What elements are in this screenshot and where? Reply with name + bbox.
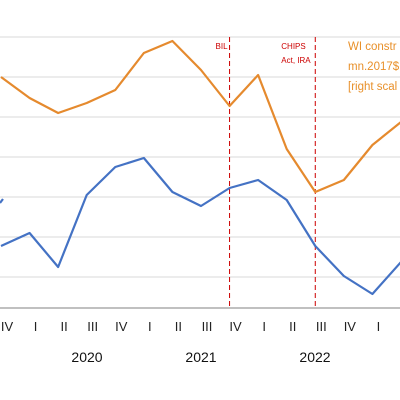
x-tick-label: I bbox=[262, 319, 266, 334]
x-tick-label: II bbox=[61, 319, 68, 334]
year-label: 2021 bbox=[185, 349, 216, 365]
event-markers: BIL CHIPS Act, IRA bbox=[216, 37, 316, 308]
x-tick-labels: IVIIIIIIIVIIIIIIIVIIIIIIIVIII bbox=[1, 319, 381, 334]
x-tick-label: IV bbox=[229, 319, 242, 334]
annotation-line: [right scal bbox=[348, 81, 397, 93]
right-scale-annotation: WI constr mn.2017$ [right scal bbox=[348, 41, 400, 93]
event-label: CHIPS bbox=[281, 42, 305, 51]
series-stub bbox=[0, 198, 4, 204]
x-tick-label: IV bbox=[1, 319, 14, 334]
series-line-blue bbox=[0, 156, 400, 296]
x-tick-label: I bbox=[148, 319, 152, 334]
x-tick-label: III bbox=[316, 319, 327, 334]
annotation-line: mn.2017$ bbox=[348, 61, 400, 73]
x-tick-label: I bbox=[377, 319, 381, 334]
gridlines bbox=[0, 36, 400, 278]
x-tick-label: I bbox=[34, 319, 38, 334]
series-line-orange bbox=[0, 39, 400, 194]
x-tick-label: II bbox=[175, 319, 182, 334]
annotation-line: WI constr bbox=[348, 41, 397, 53]
event-label: Act, IRA bbox=[281, 56, 311, 65]
year-labels: 2020 2021 2022 bbox=[71, 349, 330, 365]
series-group bbox=[0, 39, 400, 296]
x-tick-label: IV bbox=[344, 319, 357, 334]
x-tick-label: III bbox=[87, 319, 98, 334]
year-label: 2022 bbox=[299, 349, 330, 365]
year-label: 2020 bbox=[71, 349, 102, 365]
x-tick-label: II bbox=[289, 319, 296, 334]
x-tick-label: III bbox=[202, 319, 213, 334]
x-tick-label: IV bbox=[115, 319, 128, 334]
event-label: BIL bbox=[216, 42, 229, 51]
